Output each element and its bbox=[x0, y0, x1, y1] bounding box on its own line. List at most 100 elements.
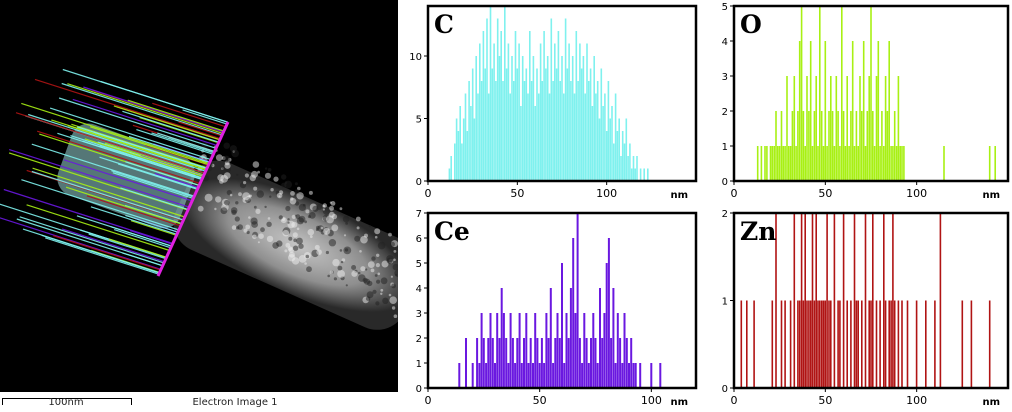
bar-c-95 bbox=[618, 118, 620, 181]
x-unit-label: nm bbox=[670, 397, 688, 408]
y-tick-label: 5 bbox=[722, 2, 728, 13]
bar-ce-47 bbox=[574, 313, 577, 388]
bar-c-66 bbox=[566, 68, 569, 181]
y-tick-label: 1 bbox=[722, 142, 728, 153]
bar-o-34 bbox=[824, 41, 827, 181]
bar-zn-40 bbox=[870, 300, 872, 388]
bar-zn-8 bbox=[793, 213, 796, 388]
bar-zn-21 bbox=[819, 300, 821, 388]
bar-c-97 bbox=[621, 131, 624, 181]
bar-o-46 bbox=[846, 76, 848, 181]
bar-c-39 bbox=[518, 43, 520, 181]
bar-ce-74 bbox=[634, 363, 637, 388]
y-tick-label: 3 bbox=[416, 309, 422, 320]
bar-ce-4 bbox=[478, 363, 481, 388]
bar-zn-32 bbox=[846, 300, 848, 388]
bar-c-94 bbox=[616, 131, 619, 181]
bar-ce-59 bbox=[601, 338, 604, 388]
x-tick-label: 0 bbox=[425, 394, 432, 407]
bar-ce-18 bbox=[509, 313, 512, 388]
bar-ce-25 bbox=[525, 313, 528, 388]
bar-c-84 bbox=[598, 118, 601, 181]
bar-c-62 bbox=[559, 81, 561, 181]
bar-ce-49 bbox=[578, 338, 581, 388]
y-tick-label: 0 bbox=[416, 177, 422, 188]
bar-c-46 bbox=[530, 81, 533, 181]
bar-ce-6 bbox=[482, 338, 485, 388]
bar-c-41 bbox=[521, 56, 524, 181]
bar-c-102 bbox=[630, 168, 633, 181]
bar-ce-62 bbox=[607, 238, 610, 388]
bar-o-31 bbox=[819, 6, 821, 181]
bar-ce-48 bbox=[576, 213, 579, 388]
plot-frame bbox=[426, 4, 698, 183]
bar-o-13 bbox=[786, 76, 788, 181]
bar-ce-31 bbox=[538, 363, 541, 388]
bar-o-41 bbox=[837, 111, 839, 181]
bar-ce-52 bbox=[585, 338, 588, 388]
bar-ce-61 bbox=[605, 263, 608, 388]
bar-o-55 bbox=[862, 41, 865, 181]
bar-ce-53 bbox=[587, 363, 590, 388]
bar-o-45 bbox=[844, 146, 847, 181]
bar-ce-46 bbox=[572, 238, 575, 388]
bar-c-86 bbox=[602, 106, 604, 181]
bar-c-22 bbox=[487, 93, 490, 181]
bar-zn-1 bbox=[746, 300, 748, 388]
bar-c-109 bbox=[643, 168, 645, 181]
bar-ce-10 bbox=[491, 338, 494, 388]
x-tick-label: 100 bbox=[906, 187, 927, 200]
bar-c-78 bbox=[588, 81, 590, 181]
bar-c-101 bbox=[629, 143, 631, 181]
bar-o-29 bbox=[815, 76, 817, 181]
bar-o-24 bbox=[806, 76, 808, 181]
bar-c-98 bbox=[623, 143, 626, 181]
bar-c-45 bbox=[529, 31, 531, 181]
bar-ce-24 bbox=[523, 338, 525, 388]
bar-c-74 bbox=[580, 68, 583, 181]
bar-ce-9 bbox=[489, 313, 492, 388]
bar-c-34 bbox=[509, 93, 511, 181]
bar-zn-44 bbox=[883, 213, 885, 388]
bar-ce-15 bbox=[502, 313, 505, 388]
bar-c-72 bbox=[577, 81, 579, 181]
bar-zn-24 bbox=[824, 300, 827, 388]
bar-zn-33 bbox=[850, 300, 852, 388]
bar-c-4 bbox=[455, 118, 458, 181]
bar-o-67 bbox=[884, 76, 887, 181]
x-unit-label: nm bbox=[982, 190, 1000, 201]
bar-o-28 bbox=[813, 111, 816, 181]
bar-c-111 bbox=[647, 168, 649, 181]
bar-o-52 bbox=[857, 146, 859, 181]
bar-ce-50 bbox=[581, 363, 584, 388]
bar-ce-40 bbox=[558, 338, 561, 388]
bar-o-0 bbox=[756, 146, 759, 181]
bar-c-71 bbox=[575, 31, 578, 181]
bar-c-49 bbox=[536, 68, 538, 181]
bar-ce-36 bbox=[549, 288, 552, 388]
bar-o-16 bbox=[791, 111, 794, 181]
bar-c-100 bbox=[627, 156, 629, 181]
bar-c-14 bbox=[473, 118, 476, 181]
bar-c-69 bbox=[571, 56, 574, 181]
bar-zn-0 bbox=[740, 300, 743, 388]
bar-c-26 bbox=[495, 81, 497, 181]
bar-o-66 bbox=[883, 146, 885, 181]
y-tick-label: 4 bbox=[722, 37, 728, 48]
bar-c-57 bbox=[550, 18, 553, 181]
bar-c-1 bbox=[450, 156, 452, 181]
bar-c-32 bbox=[505, 68, 508, 181]
bar-zn-16 bbox=[809, 300, 812, 388]
element-label: Zn bbox=[740, 217, 776, 246]
bar-zn-37 bbox=[861, 300, 863, 388]
bar-zn-26 bbox=[828, 300, 830, 388]
bar-o-79 bbox=[988, 146, 991, 181]
bar-o-37 bbox=[830, 76, 832, 181]
bar-zn-59 bbox=[988, 300, 991, 388]
bar-o-76 bbox=[901, 146, 903, 181]
linescan-line bbox=[156, 121, 230, 277]
bar-zn-7 bbox=[789, 300, 792, 388]
bar-c-87 bbox=[604, 93, 606, 181]
bar-o-35 bbox=[826, 146, 828, 181]
y-tick-label: 2 bbox=[722, 107, 728, 118]
